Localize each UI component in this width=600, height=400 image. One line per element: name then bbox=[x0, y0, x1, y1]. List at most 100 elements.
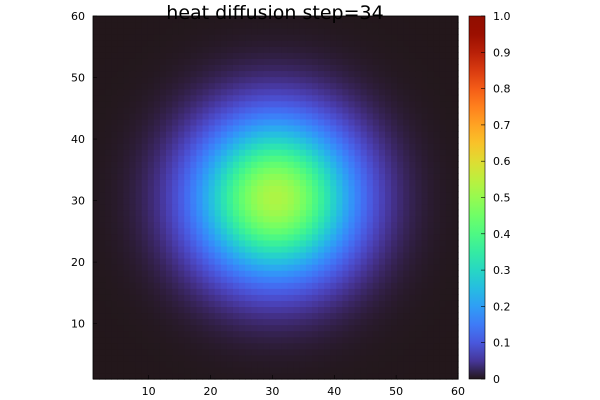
heat-cell bbox=[263, 185, 271, 193]
heat-cell bbox=[196, 294, 204, 301]
heat-cell bbox=[439, 76, 447, 84]
heat-cell bbox=[135, 270, 143, 277]
heat-cell bbox=[391, 100, 398, 108]
heat-cell bbox=[111, 130, 118, 138]
heat-cell bbox=[287, 173, 295, 180]
heat-cell bbox=[105, 28, 112, 35]
heat-cell bbox=[257, 276, 264, 283]
heat-cell bbox=[220, 318, 228, 326]
heat-cell bbox=[281, 40, 289, 47]
heat-cell bbox=[135, 106, 143, 114]
heat-cell bbox=[93, 258, 100, 265]
heat-cell bbox=[445, 64, 453, 72]
heat-cell bbox=[378, 239, 386, 247]
heat-cell bbox=[208, 137, 216, 144]
heat-cell bbox=[147, 82, 155, 90]
heat-cell bbox=[153, 336, 161, 344]
heat-cell bbox=[159, 106, 167, 114]
heat-cell bbox=[312, 215, 319, 223]
heat-cell bbox=[336, 130, 344, 138]
heat-cell bbox=[415, 203, 423, 211]
heat-cell bbox=[257, 360, 264, 368]
heat-cell bbox=[397, 106, 404, 114]
heat-cell bbox=[166, 149, 173, 156]
heat-cell bbox=[263, 88, 271, 96]
heat-cell bbox=[159, 34, 167, 41]
heat-cell bbox=[153, 227, 161, 235]
heat-cell bbox=[220, 28, 228, 35]
heat-cell bbox=[421, 16, 429, 23]
heat-cell bbox=[366, 245, 374, 253]
heat-cell bbox=[445, 306, 453, 314]
heat-cell bbox=[232, 227, 240, 235]
heat-cell bbox=[232, 161, 240, 168]
heat-cell bbox=[360, 161, 368, 168]
heat-cell bbox=[299, 82, 307, 90]
heat-cell bbox=[214, 197, 222, 205]
heat-cell bbox=[93, 221, 100, 229]
heat-cell bbox=[385, 143, 392, 150]
heat-cell bbox=[232, 221, 240, 229]
heat-cell bbox=[214, 106, 222, 114]
heat-cell bbox=[366, 330, 374, 338]
heat-cell bbox=[409, 167, 417, 174]
heat-cell bbox=[269, 64, 277, 72]
heat-cell bbox=[147, 227, 155, 235]
heat-cell bbox=[226, 348, 234, 356]
heat-cell bbox=[141, 312, 149, 320]
heat-cell bbox=[409, 16, 417, 23]
heat-cell bbox=[257, 70, 264, 78]
heat-cell bbox=[287, 294, 295, 301]
heat-cell bbox=[287, 118, 295, 126]
heat-cell bbox=[312, 40, 319, 47]
heat-cell bbox=[451, 173, 459, 180]
heat-cell bbox=[269, 245, 277, 253]
heat-cell bbox=[141, 233, 149, 241]
heat-cell bbox=[202, 167, 210, 174]
heat-cell bbox=[415, 167, 423, 174]
heat-cell bbox=[305, 203, 313, 211]
heat-cell bbox=[263, 167, 271, 174]
heat-cell bbox=[257, 318, 264, 326]
heat-cell bbox=[263, 197, 271, 205]
heat-cell bbox=[251, 312, 258, 320]
heat-cell bbox=[99, 245, 106, 253]
heat-cell bbox=[372, 64, 380, 72]
heat-cell bbox=[99, 137, 106, 144]
heat-cell bbox=[421, 94, 429, 102]
heat-cell bbox=[324, 118, 331, 126]
heat-cell bbox=[348, 88, 356, 96]
heat-cell bbox=[147, 270, 155, 277]
heat-cell bbox=[93, 22, 100, 29]
heat-cell bbox=[312, 112, 319, 120]
heat-cell bbox=[275, 354, 283, 362]
heat-cell bbox=[141, 70, 149, 78]
heat-cell bbox=[385, 294, 392, 301]
heat-cell bbox=[135, 64, 143, 72]
heat-cell bbox=[378, 76, 386, 84]
heat-cell bbox=[111, 360, 118, 368]
heat-cell bbox=[348, 330, 356, 338]
heat-cell bbox=[409, 185, 417, 193]
heat-cell bbox=[439, 354, 447, 362]
heat-cell bbox=[214, 360, 222, 368]
heat-cell bbox=[232, 336, 240, 344]
heat-cell bbox=[208, 100, 216, 108]
heat-cell bbox=[403, 251, 410, 259]
heat-cell bbox=[275, 276, 283, 283]
heat-cell bbox=[135, 330, 143, 338]
heat-cell bbox=[135, 366, 143, 374]
heat-cell bbox=[439, 360, 447, 368]
heat-cell bbox=[433, 167, 441, 174]
heat-cell bbox=[159, 52, 167, 59]
heat-cell bbox=[342, 106, 350, 114]
heat-cell bbox=[226, 221, 234, 229]
heat-cell bbox=[275, 203, 283, 211]
heat-cell bbox=[166, 336, 173, 344]
heat-cell bbox=[366, 233, 374, 241]
heat-cell bbox=[318, 100, 325, 108]
heat-cell bbox=[190, 149, 198, 156]
heat-cell bbox=[409, 149, 417, 156]
heat-cell bbox=[226, 251, 234, 259]
heat-cell bbox=[409, 191, 417, 199]
